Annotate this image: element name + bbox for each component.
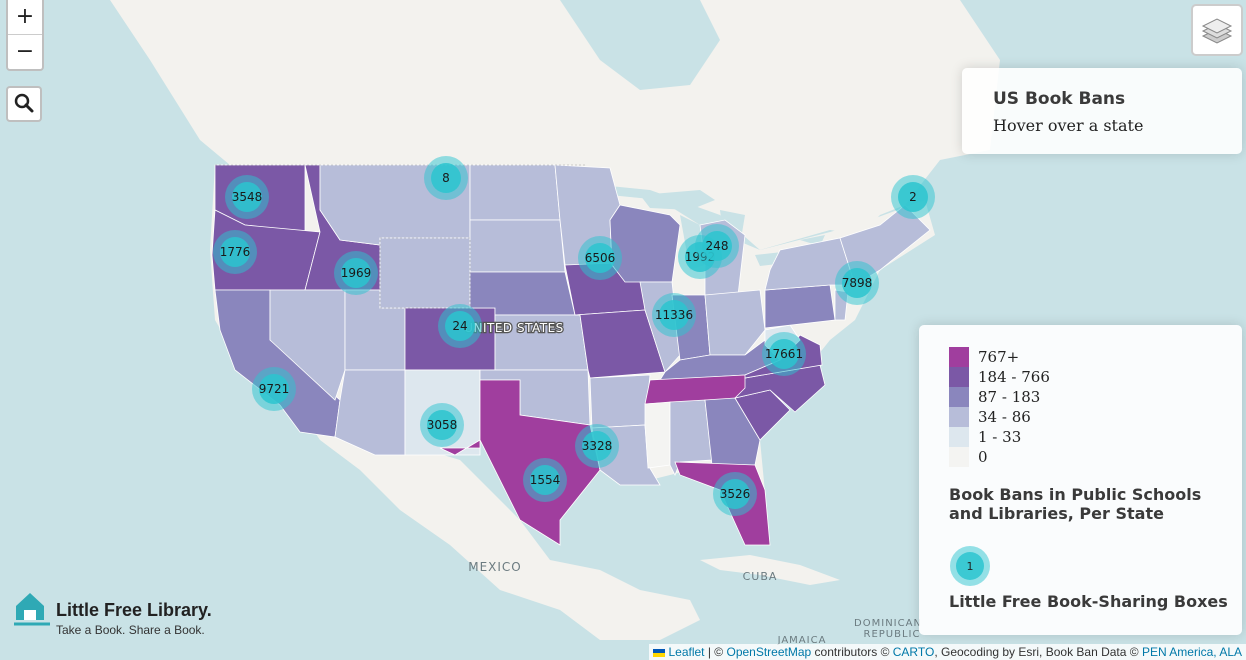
cluster-marker[interactable]: 9721: [252, 367, 296, 411]
layers-icon: [1201, 18, 1233, 44]
place-labels: UNITED STATES MEXICO CUBA DOMINICAN REPU…: [463, 320, 922, 646]
canada-land: [110, 0, 1000, 250]
legend-marker-label: Little Free Book-Sharing Boxes: [949, 592, 1228, 611]
cluster-count: 1554: [530, 473, 561, 487]
cluster-count: 11336: [655, 308, 693, 322]
legend-marker-icon: 1: [950, 546, 990, 586]
cluster-marker[interactable]: 248: [695, 224, 739, 268]
place-label-cuba: CUBA: [743, 570, 778, 583]
cluster-count: 17661: [765, 347, 803, 361]
carto-link[interactable]: CARTO: [892, 645, 935, 659]
cluster-marker[interactable]: 3058: [420, 403, 464, 447]
cluster-count: 3328: [582, 439, 613, 453]
state-texas: [439, 379, 601, 546]
cluster-marker[interactable]: 24: [438, 304, 482, 348]
legend-swatch: [949, 347, 969, 367]
search-icon: [14, 93, 34, 113]
state-wisconsin: [609, 204, 681, 283]
cluster-marker[interactable]: 3526: [713, 472, 757, 516]
legend-swatch: [949, 427, 969, 447]
state-mississippi: [644, 401, 671, 469]
legend-class-label: 1 - 33: [978, 428, 1022, 446]
legend-marker-value: 1: [967, 560, 974, 573]
state-georgia: [704, 397, 761, 466]
legend-title: Book Bans in Public Schools and Librarie…: [949, 485, 1202, 523]
legend-class-label: 87 - 183: [978, 388, 1041, 406]
info-panel: US Book Bans Hover over a state: [962, 68, 1242, 154]
legend-swatch: [949, 407, 969, 427]
cluster-count: 7898: [842, 276, 873, 290]
cluster-count: 24: [452, 319, 467, 333]
state-pennsylvania: [764, 284, 836, 329]
legend-panel: 767+ 184 - 766 87 - 183 34 - 86 1 - 33 0 Book…: [919, 325, 1242, 635]
cluster-count: 6506: [585, 251, 616, 265]
state-ohio: [704, 289, 766, 356]
cluster-markers: 3548177619698650619922482789811336241766…: [213, 156, 935, 516]
logo-tagline: Take a Book. Share a Book.: [56, 623, 205, 637]
library-house-icon: [14, 593, 50, 626]
place-label-republic: REPUBLIC: [864, 629, 921, 640]
legend-swatch: [949, 447, 969, 467]
zoom-in-button[interactable]: +: [15, 4, 35, 29]
layers-button[interactable]: [1191, 4, 1243, 56]
cluster-marker[interactable]: 3328: [575, 424, 619, 468]
cluster-marker[interactable]: 7898: [835, 261, 879, 305]
mexico-land: [300, 410, 700, 640]
cluster-marker[interactable]: 1554: [523, 458, 567, 502]
cluster-count: 1776: [220, 245, 251, 259]
pen-america-link[interactable]: PEN America, ALA: [1141, 645, 1242, 659]
cluster-marker[interactable]: 2: [891, 175, 935, 219]
state-north-dakota: [469, 164, 561, 221]
cluster-count: 9721: [259, 382, 290, 396]
cuba-land: [700, 555, 840, 585]
osm-link[interactable]: OpenStreetMap: [726, 645, 812, 659]
place-label-mexico: MEXICO: [468, 560, 522, 574]
cluster-count: 3058: [427, 418, 458, 432]
zoom-control: + −: [6, 0, 44, 71]
attribution-sep: | ©: [704, 645, 727, 659]
cluster-marker[interactable]: 1969: [334, 251, 378, 295]
state-south-dakota: [469, 219, 566, 273]
state-north-carolina: [733, 364, 826, 413]
cluster-count: 3548: [232, 190, 263, 204]
attribution-mid: contributors ©: [811, 645, 893, 659]
state-arkansas: [589, 374, 651, 429]
info-subtitle: Hover over a state: [993, 116, 1144, 135]
zoom-out-button[interactable]: −: [8, 34, 42, 69]
map-attribution: Leaflet | © OpenStreetMap contributors ©…: [649, 644, 1246, 660]
legend-swatch: [949, 367, 969, 387]
search-button[interactable]: [6, 86, 42, 122]
state-choropleth: [211, 164, 931, 546]
cluster-count: 8: [442, 171, 450, 185]
cluster-marker[interactable]: 1776: [213, 230, 257, 274]
legend-class-label: 767+: [978, 348, 1020, 366]
cluster-marker[interactable]: 8: [424, 156, 468, 200]
cluster-marker[interactable]: 6506: [578, 236, 622, 280]
country-label-us: UNITED STATES: [464, 321, 564, 335]
state-wyoming: [379, 237, 471, 309]
cluster-count: 1969: [341, 266, 372, 280]
cluster-marker[interactable]: 11336: [652, 293, 696, 337]
logo-name: Little Free Library.: [56, 600, 212, 620]
place-label-jamaica: JAMAICA: [777, 635, 827, 646]
attribution-tail: , Geocoding by Esri, Book Ban Data ©: [934, 645, 1142, 659]
hudson-bay-water: [560, 0, 720, 90]
cluster-count: 2: [909, 190, 917, 204]
legend-class-label: 34 - 86: [978, 408, 1031, 426]
legend-swatch: [949, 387, 969, 407]
place-label-dominican: DOMINICAN: [854, 618, 922, 629]
leaflet-link[interactable]: Leaflet: [668, 645, 705, 659]
info-title: US Book Bans: [993, 89, 1126, 109]
cluster-count: 248: [706, 239, 729, 253]
cluster-marker[interactable]: 17661: [762, 332, 806, 376]
little-free-library-logo[interactable]: Little Free Library. Take a Book. Share …: [12, 590, 212, 637]
legend-class-label: 184 - 766: [978, 368, 1050, 386]
ukraine-flag-icon: [653, 648, 666, 657]
cluster-count: 3526: [720, 487, 751, 501]
legend-class-label: 0: [978, 448, 988, 466]
state-nevada: [269, 289, 346, 401]
cluster-marker[interactable]: 3548: [225, 175, 269, 219]
